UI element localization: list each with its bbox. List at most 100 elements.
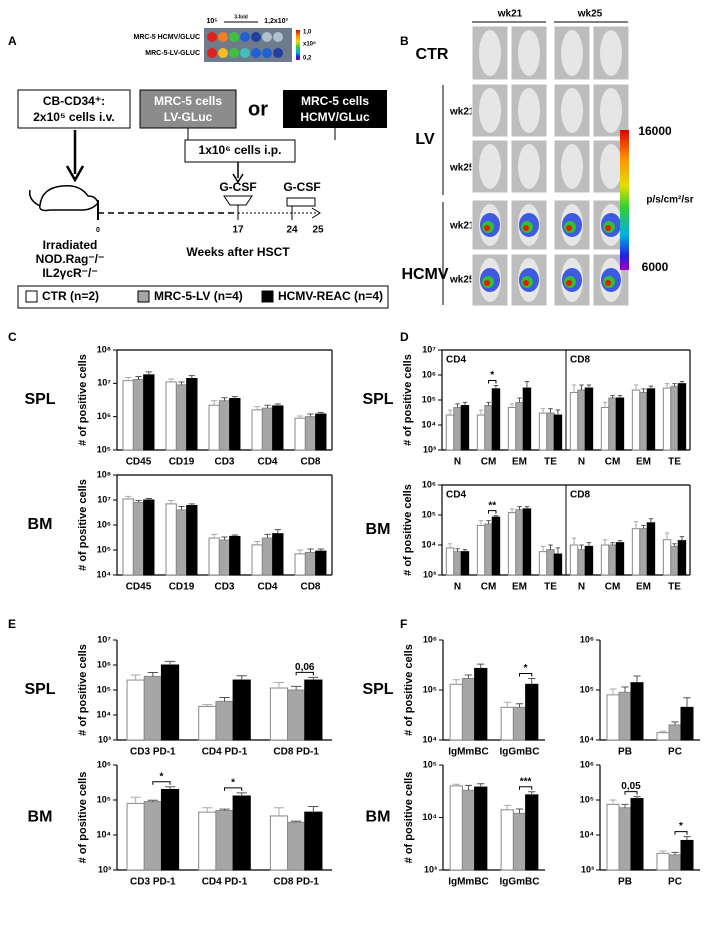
- box-text: MRC-5 cells: [301, 94, 369, 108]
- bar: [132, 379, 145, 451]
- bar: [453, 407, 462, 451]
- panel-letter: D: [400, 330, 409, 344]
- bar: [522, 508, 532, 576]
- error-bar: [447, 543, 453, 548]
- box: [17, 89, 131, 129]
- y-tick-label: 10⁵: [423, 684, 437, 694]
- error-bar: [659, 730, 667, 733]
- y-tick-label: 10⁶: [97, 659, 111, 669]
- x-tick-label: PB: [618, 877, 632, 888]
- error-bar: [524, 506, 530, 509]
- group-label: LV: [415, 131, 435, 148]
- bar: [126, 802, 145, 871]
- error-bar: [135, 376, 142, 380]
- x-tick-label: CM: [481, 582, 497, 593]
- error-bar: [202, 704, 213, 707]
- or-text: or: [248, 98, 268, 120]
- box-text: MRC-5 cells: [154, 94, 222, 108]
- bar: [639, 528, 648, 576]
- mouse-body: [518, 88, 540, 133]
- column-label: wk25: [577, 9, 603, 20]
- bar: [546, 412, 555, 451]
- x-tick-label: CM: [605, 582, 621, 593]
- panel-letter: F: [400, 617, 407, 631]
- bar: [272, 533, 284, 576]
- legend-label: MRC-5-LV (n=4): [154, 289, 243, 303]
- error-bar: [664, 532, 670, 540]
- group-label: CD4: [446, 490, 466, 501]
- significance-bracket: [152, 781, 171, 785]
- error-bar: [462, 549, 468, 552]
- bar: [677, 540, 687, 576]
- x-tick-label: CD19: [169, 457, 195, 468]
- error-bar: [164, 660, 176, 665]
- mouse-body: [600, 144, 622, 189]
- bar: [512, 812, 527, 871]
- x-tick-label: CD8 PD-1: [273, 747, 319, 758]
- y-tick-label: 10⁵: [97, 544, 111, 554]
- y-tick-label: 10⁷: [97, 378, 111, 388]
- error-bar: [617, 395, 623, 399]
- mouse-body: [518, 144, 540, 189]
- error-bar: [135, 500, 142, 503]
- error-bar: [610, 395, 615, 399]
- plate-dilution: 10⁵: [206, 18, 217, 25]
- y-axis-label: # of positive cells: [77, 479, 89, 571]
- x-tick-label: CD45: [126, 457, 152, 468]
- y-tick-label: 10⁶: [422, 479, 436, 489]
- bar: [261, 407, 274, 451]
- bar: [294, 417, 306, 451]
- bar: [618, 691, 632, 741]
- bar: [608, 397, 617, 451]
- mouse-label: NOD.Rag⁻/⁻: [36, 252, 105, 266]
- bar: [476, 524, 486, 576]
- signal: [484, 280, 490, 286]
- error-bar: [610, 542, 615, 545]
- bar: [232, 795, 251, 871]
- mouse-body: [561, 144, 583, 189]
- error-bar: [633, 521, 639, 529]
- arrow-head: [311, 207, 321, 219]
- bar: [218, 400, 231, 451]
- error-bar: [317, 411, 324, 415]
- error-bar: [125, 376, 132, 381]
- x-tick-label: EM: [636, 457, 651, 468]
- error-bar: [464, 784, 473, 791]
- error-bar: [555, 547, 561, 555]
- y-tick-label: 10⁶: [423, 634, 437, 644]
- signal: [523, 280, 529, 286]
- signal: [523, 225, 529, 231]
- bar: [186, 377, 198, 451]
- mouse-body: [479, 88, 501, 133]
- error-bar: [168, 500, 175, 504]
- x-tick-label: CM: [481, 457, 497, 468]
- significance-label: *: [231, 777, 235, 788]
- bar: [507, 512, 517, 576]
- error-bar: [478, 520, 484, 526]
- bar: [208, 404, 220, 451]
- timeline-label: 24: [286, 225, 298, 236]
- y-tick-label: 10³: [424, 864, 437, 874]
- error-bar: [145, 497, 152, 500]
- y-tick-label: 10⁴: [580, 829, 594, 839]
- error-bar: [633, 675, 641, 683]
- plate-label: MRC-5 HCMV/GLUC: [134, 34, 201, 41]
- y-tick-label: 10⁴: [97, 709, 111, 719]
- error-bar: [264, 404, 271, 409]
- error-bar: [317, 548, 324, 552]
- x-tick-label: IgGmBC: [500, 747, 540, 758]
- error-bar: [221, 536, 228, 541]
- y-tick-label: 10⁵: [580, 684, 594, 694]
- error-bar: [503, 804, 511, 810]
- bar: [304, 416, 317, 451]
- bar: [215, 810, 234, 871]
- bar: [287, 689, 306, 741]
- x-tick-label: CD3 PD-1: [130, 747, 176, 758]
- bar: [512, 706, 527, 741]
- bar: [615, 397, 625, 451]
- significance-label: 0,05: [621, 781, 641, 792]
- plate-fold: 3-fold: [234, 14, 248, 20]
- error-bar: [679, 380, 685, 384]
- bar: [315, 550, 327, 576]
- bar: [680, 706, 694, 741]
